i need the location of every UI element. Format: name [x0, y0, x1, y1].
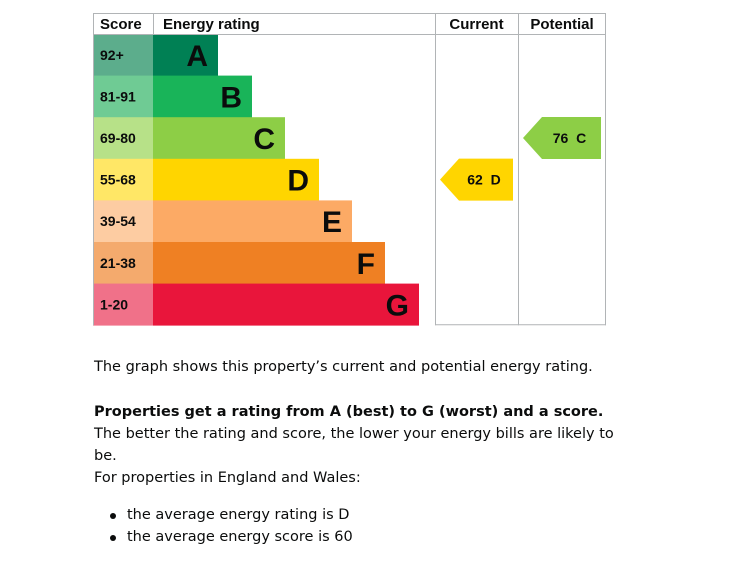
- rating-bar-letter: B: [220, 81, 242, 114]
- rating-bar-letter: E: [322, 206, 342, 239]
- rating-bar-letter: D: [287, 165, 309, 198]
- rating-bar: [153, 117, 285, 160]
- score-range-label: 81-91: [100, 88, 136, 104]
- header-energy-rating: Energy rating: [163, 16, 260, 33]
- list-item: the average energy rating is D: [94, 505, 353, 527]
- potential-rating-label: 76 C: [553, 130, 586, 146]
- score-cell: [93, 117, 153, 160]
- score-cell: [93, 200, 153, 243]
- score-range-label: 55-68: [100, 172, 136, 188]
- current-rating-arrow: [440, 158, 513, 201]
- rating-explanation-rest: The better the rating and score, the low…: [94, 426, 614, 464]
- score-cell: [93, 242, 153, 284]
- score-range-label: 92+: [100, 47, 124, 63]
- rating-bar-letter: G: [386, 289, 409, 322]
- score-cell: [93, 158, 153, 201]
- averages-list: the average energy rating is D the avera…: [94, 505, 353, 548]
- header-score: Score: [100, 16, 142, 33]
- rating-bar: [153, 34, 218, 76]
- england-wales-intro: For properties in England and Wales:: [94, 470, 361, 486]
- score-cell: [93, 75, 153, 118]
- rating-explanation: Properties get a rating from A (best) to…: [94, 401, 634, 467]
- score-cell: [93, 34, 153, 76]
- current-rating-label: 62 D: [467, 172, 500, 188]
- rating-bar: [153, 158, 319, 201]
- list-item: the average energy score is 60: [94, 527, 353, 549]
- rating-explanation-bold: Properties get a rating from A (best) to…: [94, 404, 604, 420]
- potential-rating-arrow: [523, 117, 601, 159]
- rating-bar-letter: C: [253, 123, 275, 156]
- score-cell: [93, 283, 153, 326]
- rating-bar: [153, 283, 419, 326]
- rating-bar: [153, 200, 352, 243]
- rating-bar-letter: A: [186, 40, 208, 73]
- header-potential: Potential: [530, 16, 593, 33]
- score-range-label: 39-54: [100, 213, 136, 229]
- score-range-label: 21-38: [100, 255, 136, 271]
- energy-rating-chart: Score Energy rating Current Potential 92+ A 81…: [93, 13, 606, 326]
- rating-bar-letter: F: [357, 248, 375, 281]
- rating-bar: [153, 242, 385, 284]
- graph-description: The graph shows this property’s current …: [94, 359, 593, 375]
- header-current: Current: [449, 16, 503, 33]
- score-range-label: 69-80: [100, 130, 136, 146]
- score-range-label: 1-20: [100, 296, 128, 312]
- rating-bar: [153, 75, 252, 118]
